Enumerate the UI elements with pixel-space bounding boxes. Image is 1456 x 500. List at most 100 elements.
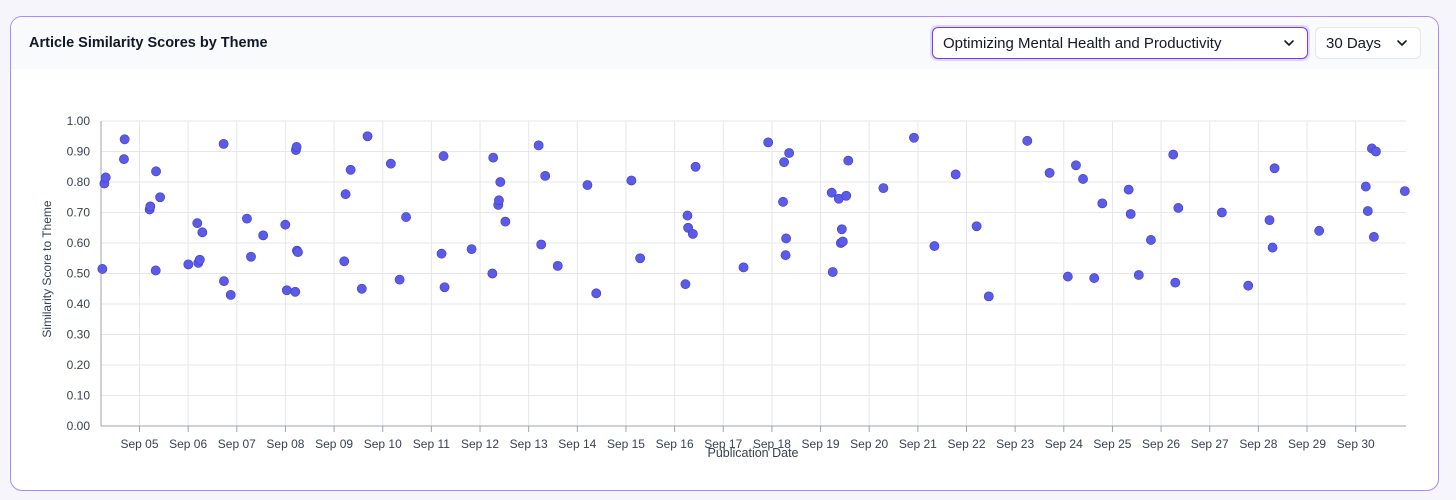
x-tick-label: Sep 29 [1288, 437, 1326, 451]
scatter-chart: 0.00 0.10 0.20 0.30 0.40 0.50 0.60 0.70 0.80 0.90… [40, 114, 1410, 460]
data-point [293, 247, 303, 258]
data-point [1044, 167, 1055, 178]
theme-select[interactable]: Optimizing Mental Health and Productivit… [932, 27, 1308, 59]
data-point [540, 171, 551, 181]
data-point [401, 212, 411, 222]
x-tick-label: Sep 22 [947, 437, 985, 451]
data-point [151, 166, 161, 177]
data-point [280, 219, 291, 230]
x-tick-labels: Sep 05 Sep 06 Sep 07 Sep 08 Sep 09 Sep 10 Sep … [120, 437, 1375, 451]
data-point [1133, 270, 1144, 280]
data-point [100, 172, 111, 183]
data-point [780, 250, 791, 261]
x-tick-label: Sep 11 [413, 437, 450, 451]
page-title: Article Similarity Scores by Theme [29, 35, 268, 51]
data-point [1062, 271, 1073, 282]
x-tick-label: Sep 20 [850, 437, 888, 451]
x-tick-label: Sep 27 [1191, 437, 1229, 451]
range-select[interactable]: 30 Days [1315, 27, 1421, 59]
x-gridlines [139, 121, 1357, 432]
data-point [536, 239, 547, 250]
data-point [97, 264, 108, 274]
x-tick-label: Sep 23 [996, 437, 1034, 451]
data-point [345, 164, 356, 175]
data-point [219, 276, 229, 287]
data-point [971, 221, 982, 232]
data-point [680, 279, 691, 290]
data-point [1371, 146, 1381, 157]
data-point [438, 151, 449, 161]
data-point [781, 233, 791, 244]
data-point [291, 142, 302, 152]
y-tick-label: 0.60 [67, 236, 91, 250]
x-tick-label: Sep 05 [120, 437, 158, 451]
data-point [340, 189, 351, 200]
data-point [1267, 242, 1278, 253]
data-point [827, 267, 838, 277]
data-point [246, 251, 256, 262]
data-point [763, 137, 774, 148]
card-header: Article Similarity Scores by Theme Optim… [11, 17, 1438, 69]
x-axis-label: Publication Date [707, 446, 798, 460]
data-points [97, 131, 1410, 302]
data-point [582, 180, 593, 190]
x-tick-label: Sep 12 [461, 437, 499, 451]
data-point [983, 291, 994, 302]
data-point [1170, 277, 1181, 288]
x-tick-label: Sep 07 [218, 437, 256, 451]
data-point [826, 187, 837, 198]
x-tick-label: Sep 19 [802, 437, 840, 451]
data-point [1360, 181, 1371, 192]
x-tick-label: Sep 28 [1239, 437, 1277, 451]
data-point [909, 132, 919, 143]
data-point [1078, 174, 1088, 184]
data-point [281, 285, 292, 296]
data-point [258, 230, 269, 241]
data-point [192, 218, 203, 229]
data-point [841, 190, 852, 201]
data-point [929, 241, 940, 251]
data-point [1314, 225, 1325, 236]
data-point [495, 177, 506, 187]
data-point [500, 216, 511, 227]
data-point [682, 210, 693, 221]
data-point [738, 262, 749, 273]
x-tick-label: Sep 18 [753, 437, 791, 451]
theme-select-value: Optimizing Mental Health and Productivit… [943, 34, 1222, 52]
data-point [385, 158, 396, 169]
data-point [436, 248, 447, 259]
data-point [591, 288, 602, 299]
data-point [1168, 149, 1179, 160]
x-tick-label: Sep 08 [266, 437, 304, 451]
data-point [145, 201, 156, 212]
data-point [494, 195, 504, 206]
chart-card: Article Similarity Scores by Theme Optim… [10, 16, 1439, 491]
y-tick-label: 0.50 [67, 267, 91, 281]
data-point [466, 244, 477, 254]
data-point [690, 161, 701, 172]
data-point [183, 259, 194, 270]
data-point [1123, 184, 1134, 195]
data-point [635, 253, 646, 264]
data-point [1362, 206, 1373, 216]
x-tick-label: Sep 30 [1337, 437, 1375, 451]
data-point [1071, 160, 1081, 171]
data-point [1173, 203, 1184, 213]
x-tick-label: Sep 15 [607, 437, 645, 451]
y-tick-labels: 0.00 0.10 0.20 0.30 0.40 0.50 0.60 0.70 0.80 0.90… [67, 114, 91, 433]
y-tick-label: 0.80 [67, 175, 91, 189]
data-point [1089, 273, 1100, 283]
data-point [533, 140, 544, 151]
data-point [626, 175, 637, 186]
data-point [950, 169, 961, 180]
chart-area: 0.00 0.10 0.20 0.30 0.40 0.50 0.60 0.70 0.80 0.90… [11, 69, 1438, 490]
x-tick-label: Sep 06 [169, 437, 207, 451]
data-point [119, 154, 129, 165]
data-point [197, 227, 208, 238]
data-point [1264, 215, 1275, 226]
data-point [1216, 207, 1227, 218]
data-point [836, 224, 847, 235]
data-point [356, 283, 367, 294]
data-point [439, 282, 450, 293]
x-tick-label: Sep 14 [558, 437, 596, 451]
